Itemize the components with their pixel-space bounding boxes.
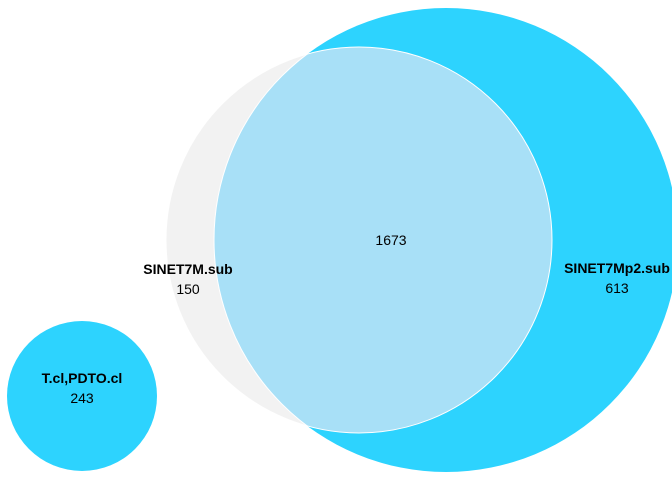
set-label-sinet7mp2: SINET7Mp2.sub bbox=[564, 260, 670, 276]
set-border-sinet7mp2 bbox=[213, 47, 552, 433]
intersection-region bbox=[214, 47, 552, 433]
set-circle-tcl-pdtocl bbox=[7, 321, 157, 471]
intersection-count: 1673 bbox=[375, 232, 406, 248]
set-count-tcl-pdtocl: 243 bbox=[70, 390, 94, 406]
intersection-border bbox=[165, 46, 553, 434]
set-label-sinet7m: SINET7M.sub bbox=[143, 261, 232, 277]
set-label-tcl-pdtocl: T.cl,PDTO.cl bbox=[42, 370, 123, 386]
set-count-sinet7mp2: 613 bbox=[605, 280, 629, 296]
set-count-sinet7m: 150 bbox=[176, 281, 200, 297]
